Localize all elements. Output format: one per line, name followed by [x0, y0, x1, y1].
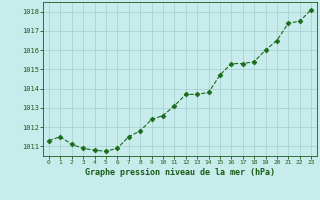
X-axis label: Graphe pression niveau de la mer (hPa): Graphe pression niveau de la mer (hPa)	[85, 168, 275, 177]
